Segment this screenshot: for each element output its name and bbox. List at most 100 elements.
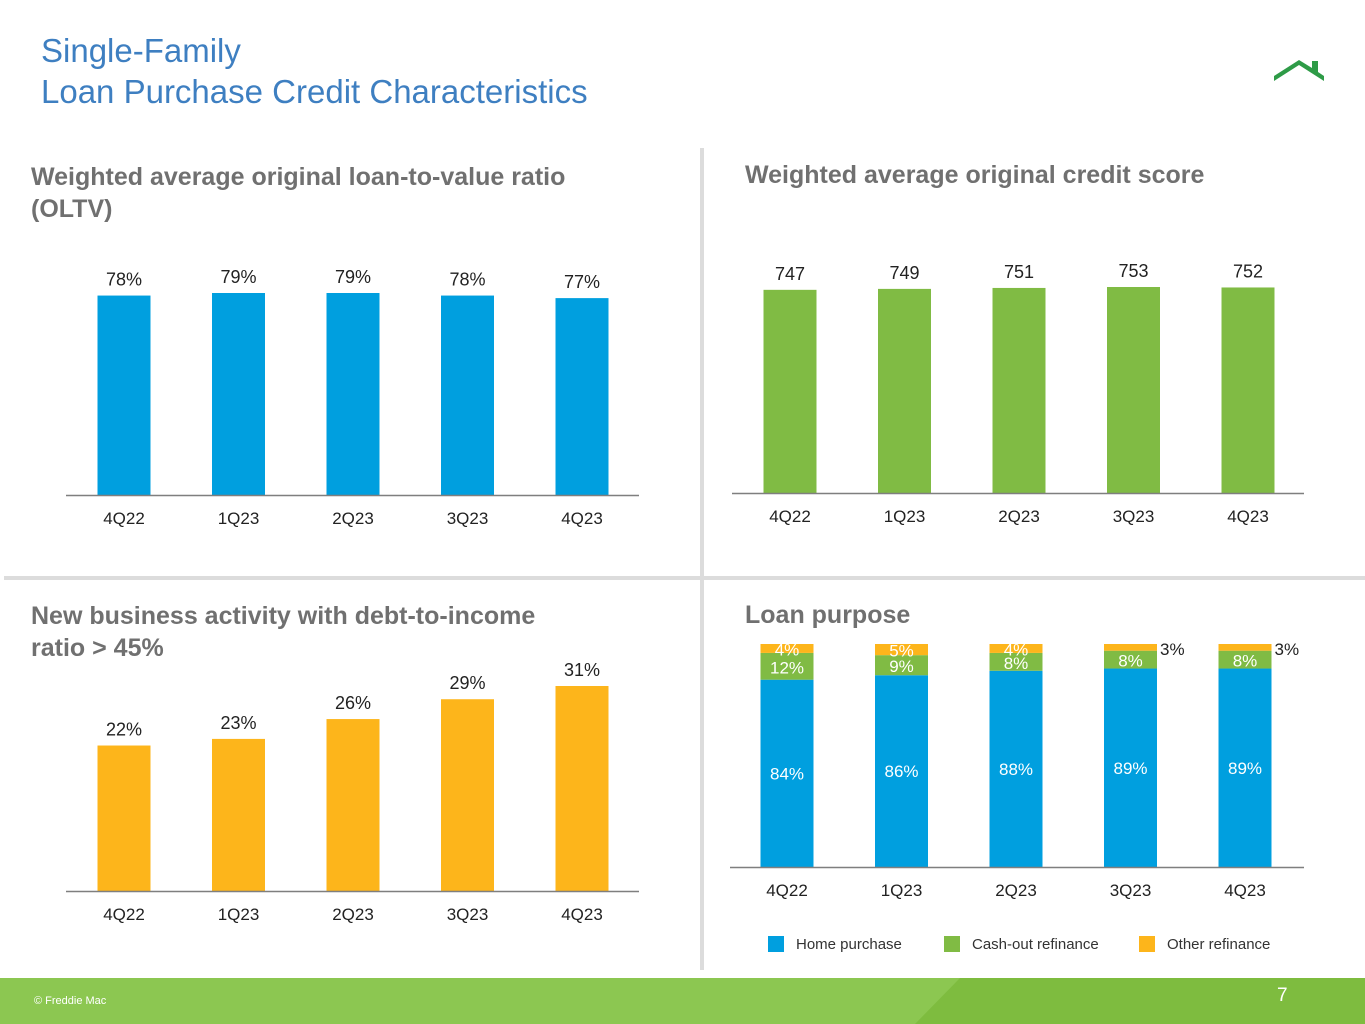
data-label: 88% bbox=[999, 760, 1033, 779]
bar bbox=[763, 289, 817, 493]
x-tick-label: 3Q23 bbox=[1110, 881, 1152, 900]
stacked-bar-segment bbox=[875, 655, 928, 676]
x-tick-label: 4Q22 bbox=[103, 905, 145, 924]
bar bbox=[326, 293, 380, 495]
bar bbox=[878, 288, 931, 493]
bar bbox=[555, 686, 609, 891]
data-label: 12% bbox=[770, 658, 804, 677]
x-tick-label: 1Q23 bbox=[884, 507, 926, 526]
x-tick-label: 4Q23 bbox=[561, 905, 603, 924]
data-label: 3% bbox=[1275, 640, 1300, 659]
data-label: 751 bbox=[1004, 262, 1034, 282]
x-tick-label: 2Q23 bbox=[995, 881, 1037, 900]
data-label: 89% bbox=[1228, 759, 1262, 778]
bar bbox=[992, 287, 1046, 493]
stacked-bar-segment bbox=[989, 644, 1043, 653]
dti-chart: 22% 4Q22 23% 1Q23 26% 2Q23 29% 3Q23 31% 4Q23 bbox=[66, 660, 639, 924]
footer-accent bbox=[915, 978, 1365, 1024]
stacked-bar-segment bbox=[760, 679, 814, 867]
data-label: 22% bbox=[106, 720, 142, 740]
data-label: 749 bbox=[889, 263, 919, 283]
footer-bar: © Freddie Mac 7 bbox=[0, 978, 1365, 1024]
data-label: 4% bbox=[775, 640, 800, 659]
stacked-bar-segment bbox=[1218, 644, 1272, 651]
stacked-bar-segment bbox=[1218, 650, 1272, 669]
page-title: Single-Family Loan Purchase Credit Chara… bbox=[41, 32, 588, 110]
x-tick-label: 3Q23 bbox=[447, 905, 489, 924]
stacked-bar-segment bbox=[989, 652, 1043, 671]
legend-label: Other refinance bbox=[1167, 936, 1271, 953]
data-label: 86% bbox=[884, 762, 918, 781]
data-label: 79% bbox=[220, 267, 256, 287]
credit-score-chart: 747 4Q22 749 1Q23 751 2Q23 753 3Q23 752 4Q23 bbox=[732, 261, 1304, 526]
data-label: 84% bbox=[770, 764, 804, 783]
bar bbox=[555, 298, 609, 495]
data-label: 3% bbox=[1160, 640, 1185, 659]
stacked-bar-segment bbox=[1104, 668, 1157, 867]
legend-label: Home purchase bbox=[796, 936, 902, 953]
x-tick-label: 2Q23 bbox=[332, 905, 374, 924]
bar bbox=[1221, 287, 1275, 493]
loan-purpose-chart: 84%12%4%4Q2286%9%5%1Q2388%8%4%2Q2389%8%3… bbox=[730, 640, 1304, 900]
data-label: 78% bbox=[106, 270, 142, 290]
vertical-divider bbox=[700, 148, 704, 970]
loan-purpose-legend: Home purchase Cash-out refinance Other r… bbox=[768, 934, 1328, 954]
data-label: 77% bbox=[564, 272, 600, 292]
x-tick-label: 2Q23 bbox=[998, 507, 1040, 526]
x-tick-label: 4Q22 bbox=[769, 507, 811, 526]
x-tick-label: 4Q23 bbox=[1224, 881, 1266, 900]
data-label: 8% bbox=[1004, 654, 1029, 673]
legend-label: Cash-out refinance bbox=[972, 936, 1099, 953]
x-tick-label: 3Q23 bbox=[1113, 507, 1155, 526]
stacked-bar-segment bbox=[875, 644, 928, 656]
bar bbox=[441, 699, 494, 891]
copyright-text: © Freddie Mac bbox=[34, 995, 107, 1007]
x-tick-label: 1Q23 bbox=[218, 905, 260, 924]
x-tick-label: 2Q23 bbox=[332, 509, 374, 528]
data-label: 89% bbox=[1113, 759, 1147, 778]
x-tick-label: 1Q23 bbox=[881, 881, 923, 900]
stacked-bar-segment bbox=[760, 652, 814, 680]
page-number: 7 bbox=[1277, 985, 1288, 1006]
x-tick-label: 4Q22 bbox=[103, 509, 145, 528]
stacked-bar-segment bbox=[989, 670, 1043, 867]
data-label: 78% bbox=[449, 270, 485, 290]
x-tick-label: 1Q23 bbox=[218, 509, 260, 528]
stacked-bar-segment bbox=[1104, 650, 1157, 669]
data-label: 29% bbox=[449, 673, 485, 693]
bar bbox=[441, 295, 494, 495]
data-label: 79% bbox=[335, 267, 371, 287]
legend-swatch bbox=[768, 936, 784, 952]
stacked-bar-segment bbox=[1218, 668, 1272, 867]
data-label: 752 bbox=[1233, 261, 1263, 281]
data-label: 23% bbox=[220, 713, 256, 733]
oltv-chart-title: Weighted average original loan-to-value … bbox=[31, 163, 566, 223]
bar bbox=[97, 745, 151, 891]
x-tick-label: 3Q23 bbox=[447, 509, 489, 528]
bar bbox=[212, 738, 265, 891]
stacked-bar-segment bbox=[875, 675, 928, 867]
legend-swatch bbox=[1139, 936, 1155, 952]
bar bbox=[212, 293, 265, 495]
x-tick-label: 4Q22 bbox=[766, 881, 808, 900]
data-label: 747 bbox=[775, 264, 805, 284]
horizontal-divider bbox=[4, 576, 1365, 580]
data-label: 4% bbox=[1004, 640, 1029, 659]
bar bbox=[326, 719, 380, 891]
bar bbox=[1107, 287, 1160, 493]
loan-purpose-chart-title: Loan purpose bbox=[745, 601, 911, 629]
data-label: 753 bbox=[1118, 261, 1148, 281]
data-label: 8% bbox=[1118, 652, 1143, 671]
legend-swatch bbox=[944, 936, 960, 952]
data-label: 8% bbox=[1233, 652, 1258, 671]
dti-chart-title: New business activity with debt-to-incom… bbox=[31, 602, 536, 662]
stacked-bar-segment bbox=[760, 644, 814, 653]
data-label: 31% bbox=[564, 660, 600, 680]
data-label: 9% bbox=[889, 657, 914, 676]
house-roof-icon bbox=[1274, 60, 1324, 81]
data-label: 5% bbox=[889, 642, 914, 661]
stacked-bar-segment bbox=[1104, 644, 1157, 651]
data-label: 26% bbox=[335, 693, 371, 713]
x-tick-label: 4Q23 bbox=[561, 509, 603, 528]
credit-score-chart-title: Weighted average original credit score bbox=[745, 161, 1205, 189]
